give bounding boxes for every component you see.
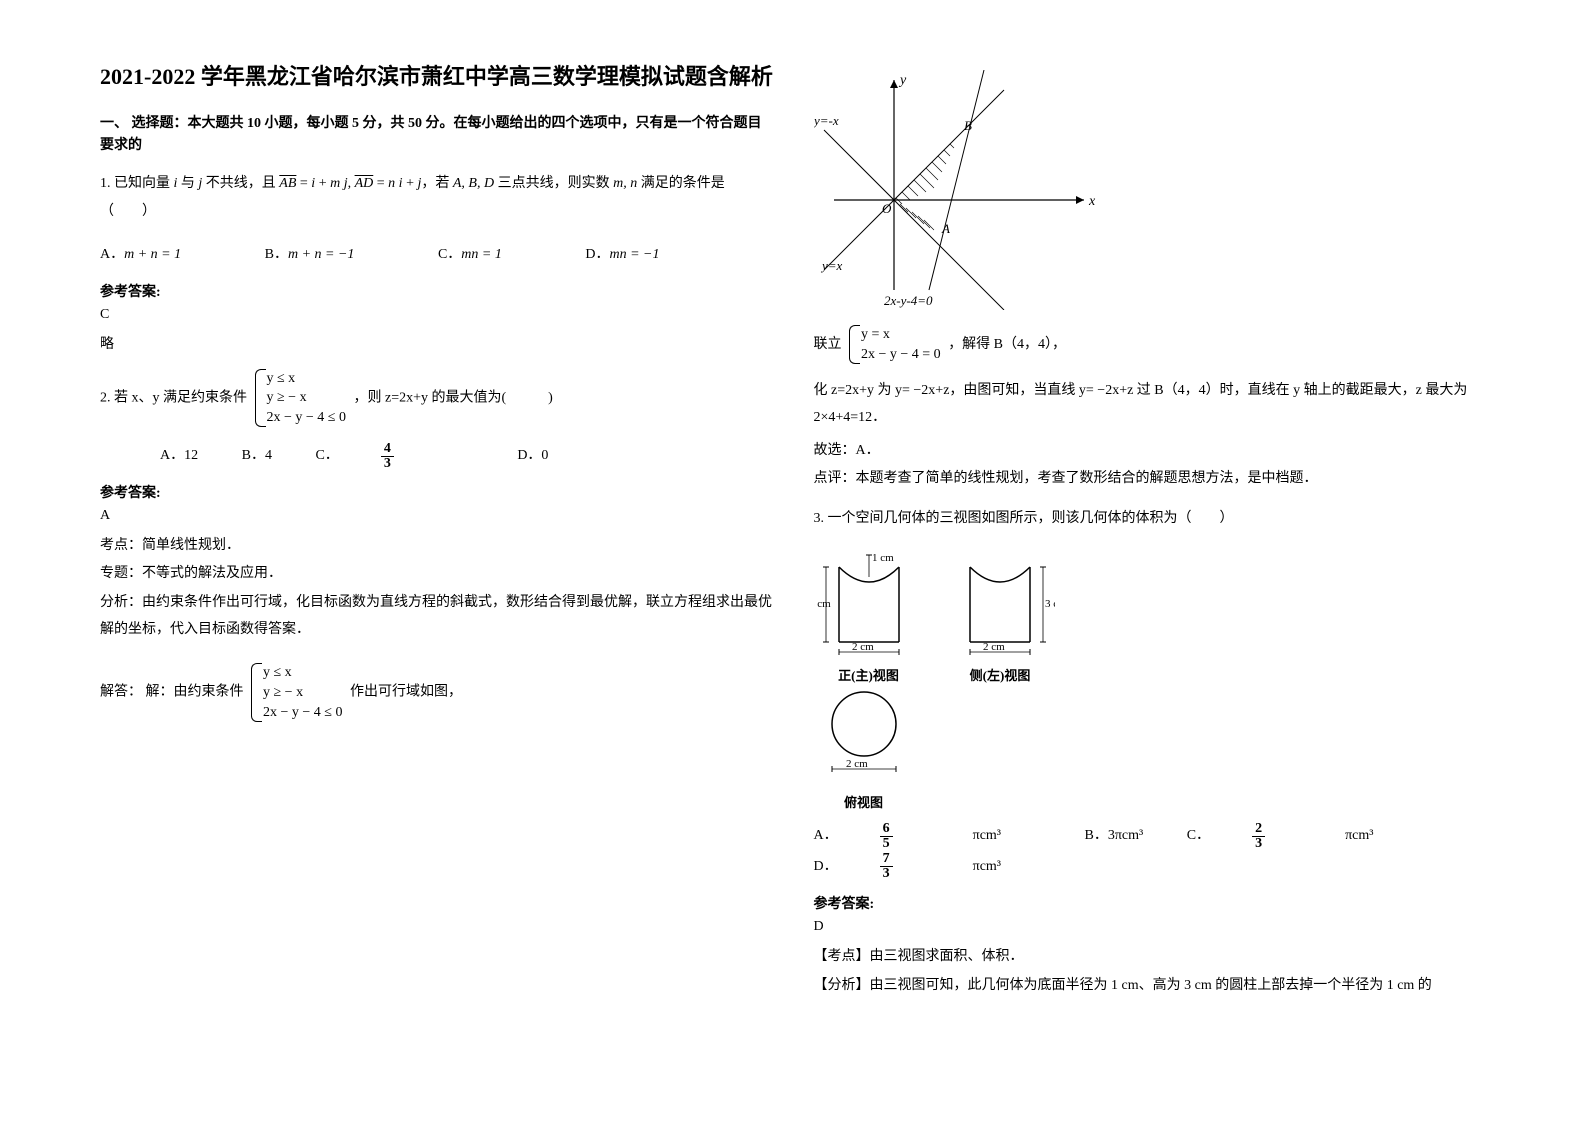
svg-text:y=-x: y=-x (814, 113, 839, 128)
top-view-label: 俯视图 (814, 792, 914, 811)
svg-text:y=x: y=x (820, 258, 843, 273)
front-view-label: 正(主)视图 (814, 665, 924, 684)
q2-dianping: 点评：本题考查了简单的线性规划，考查了数形结合的解题思想方法，是中档题． (814, 467, 1488, 487)
q1-stem-mid: 不共线，且 (206, 176, 276, 191)
feasible-region-graph: x y O y=x y=-x 2x-y-4=0 (814, 70, 1488, 315)
q2-system-2: y ≤ x y ≥ − x 2x − y − 4 ≤ 0 (251, 663, 342, 722)
q2-stem-suffix: ，则 z=2x+y 的最大值为( ) (353, 390, 552, 405)
q1-options: A．m + n = 1 B．m + n = −1 C．mn = 1 D．mn =… (100, 240, 774, 271)
q3-fenxi: 【分析】由三视图可知，此几何体为底面半径为 1 cm、高为 3 cm 的圆柱上部… (814, 973, 1488, 1000)
q2-guxuan: 故选：A． (814, 439, 1488, 459)
svg-text:2x-y-4=0: 2x-y-4=0 (884, 293, 933, 308)
q2-fenxi: 分析：由约束条件作出可行域，化目标函数为直线方程的斜截式，数形结合得到最优解，联… (100, 590, 774, 643)
q2-huajian: 化 z=2x+y 为 y= −2x+z，由图可知，当直线 y= −2x+z 过 … (814, 378, 1488, 431)
q2-opt-b: B．4 (242, 448, 272, 463)
q1-brief: 略 (100, 333, 774, 353)
q3-answer: D (814, 919, 1488, 935)
q3-answer-label: 参考答案: (814, 893, 1488, 913)
exam-title: 2021-2022 学年黑龙江省哈尔滨市萧红中学高三数学理模拟试题含解析 (100, 60, 774, 93)
q1-stem-suffix: 三点共线，则实数 (498, 176, 610, 191)
q3-opt-a: A．65πcm³ (814, 828, 1042, 843)
q3-opt-c: C．23πcm³ (1187, 828, 1414, 843)
question-2: 2. 若 x、y 满足约束条件 y ≤ x y ≥ − x 2x − y − 4… (100, 369, 774, 428)
q3-kaodian: 【考点】由三视图求面积、体积． (814, 945, 1488, 965)
q2-answer-label: 参考答案: (100, 482, 774, 502)
q1-opt-a: m + n = 1 (124, 247, 181, 262)
q2-stem-prefix: 2. 若 x、y 满足约束条件 (100, 390, 247, 405)
svg-text:2 cm: 2 cm (983, 641, 1005, 653)
side-view-label: 侧(左)视图 (945, 665, 1055, 684)
q2-opt-a: A．12 (160, 448, 198, 463)
q1-opt-d: mn = −1 (609, 247, 659, 262)
svg-text:x: x (1088, 194, 1096, 209)
q2-opt-d: D．0 (517, 448, 548, 463)
q2-lianli: 联立 y = x 2x − y − 4 = 0 ，解得 B（4，4）， (814, 325, 1488, 364)
q2-answer: A (100, 508, 774, 524)
q1-opt-c: mn = 1 (461, 247, 502, 262)
q2-options: A．12 B．4 C．43 D．0 (100, 441, 774, 472)
svg-text:y: y (898, 73, 907, 88)
svg-text:2 cm: 2 cm (852, 641, 874, 653)
q2-opt-c: C．43 (315, 448, 473, 463)
svg-text:2 cm: 2 cm (846, 758, 868, 770)
q2-system: y ≤ x y ≥ − x 2x − y − 4 ≤ 0 (255, 369, 346, 428)
section-1-heading: 一、 选择题：本大题共 10 小题，每小题 5 分，共 50 分。在每小题给出的… (100, 113, 774, 158)
question-1: 1. 已知向量 i 与 j 不共线，且 AB = i + m j, AD = n… (100, 170, 774, 226)
q2-kaodian: 考点：简单线性规划． (100, 534, 774, 554)
question-3: 3. 一个空间几何体的三视图如图所示，则该几何体的体积为（ ） (814, 505, 1488, 533)
q1-answer-label: 参考答案: (100, 281, 774, 301)
q2-jieda: 解答： 解：由约束条件 y ≤ x y ≥ − x 2x − y − 4 ≤ 0… (100, 663, 774, 722)
three-views-figure: 3 cm 2 cm 1 cm 正(主)视图 3 cm (814, 547, 1488, 811)
q1-opt-b: m + n = −1 (288, 247, 354, 262)
q3-opt-d: D．73πcm³ (814, 859, 1042, 874)
q2-zhuanti: 专题：不等式的解法及应用． (100, 562, 774, 582)
q1-answer: C (100, 307, 774, 323)
q3-options: A．65πcm³ B．3πcm³ C．23πcm³ D．73πcm³ (814, 821, 1488, 883)
svg-text:A: A (941, 221, 950, 236)
svg-text:B: B (964, 118, 972, 133)
svg-text:3 cm: 3 cm (1045, 598, 1055, 610)
svg-text:1 cm: 1 cm (872, 552, 894, 564)
q1-stem-prefix: 1. 已知向量 (100, 176, 170, 191)
q3-opt-b: B．3πcm³ (1085, 828, 1144, 843)
svg-text:3 cm: 3 cm (814, 598, 831, 610)
